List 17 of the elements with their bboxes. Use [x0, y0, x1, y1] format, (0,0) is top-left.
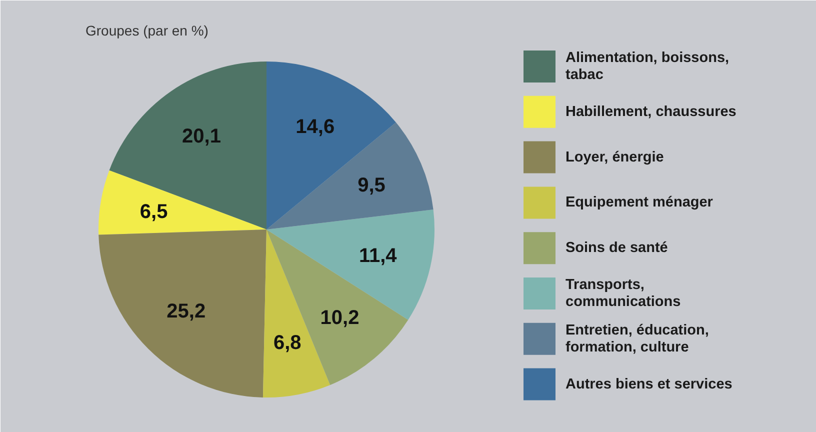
data-label: 6,5 [140, 200, 168, 223]
legend-label: Habillement, chaussures [566, 104, 736, 120]
legend-label: Alimentation, boissons, tabac [566, 50, 730, 83]
data-label: 25,2 [166, 300, 206, 323]
legend-label: Equipement ménager [566, 194, 714, 211]
data-label: 11,4 [358, 244, 398, 267]
data-label: 9,5 [358, 174, 386, 196]
data-label: 20,1 [182, 126, 221, 148]
legend-label: Soins de santé [566, 240, 668, 256]
legend-label: Loyer, énergie [566, 149, 664, 166]
legend-label: Autres biens et services [566, 376, 732, 392]
legend-label: Transports, communications [566, 277, 681, 310]
chart-title: Groupes (par en %) [86, 22, 208, 38]
data-label: 6,8 [273, 332, 302, 354]
legend-label: Entretien, éducation, formation, culture [566, 322, 709, 356]
data-label: 14,6 [296, 116, 335, 138]
data-label: 10,2 [320, 307, 360, 330]
